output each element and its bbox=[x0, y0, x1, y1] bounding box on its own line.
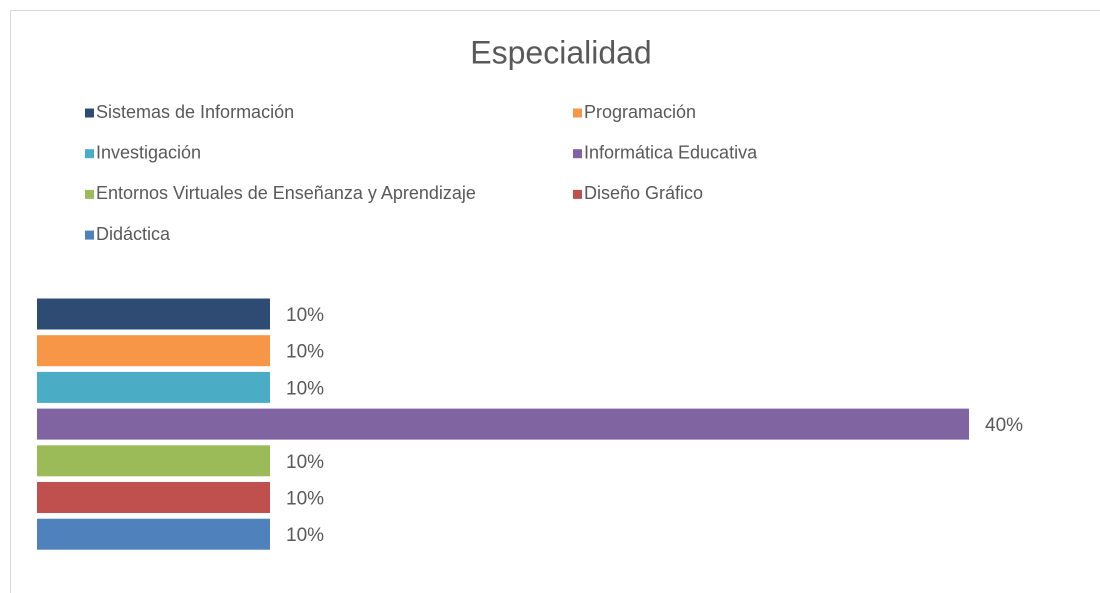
legend-swatch bbox=[573, 108, 582, 118]
legend-label: Didáctica bbox=[96, 224, 171, 244]
chart-title: Especialidad bbox=[470, 34, 651, 70]
legend-label: Sistemas de Información bbox=[96, 102, 294, 122]
legend-label: Diseño Gráfico bbox=[584, 183, 703, 203]
data-label: 10% bbox=[286, 305, 324, 326]
data-label: 10% bbox=[286, 452, 324, 473]
data-label: 10% bbox=[286, 378, 324, 399]
legend-swatch bbox=[573, 149, 582, 159]
legend-swatch bbox=[85, 149, 94, 159]
legend-label: Informática Educativa bbox=[584, 142, 758, 162]
data-label: 10% bbox=[286, 489, 324, 510]
bar bbox=[37, 408, 969, 440]
bar bbox=[37, 445, 270, 477]
data-label: 10% bbox=[286, 525, 324, 546]
legend-label: Investigación bbox=[96, 142, 201, 162]
bar bbox=[37, 482, 270, 513]
legend-swatch bbox=[85, 230, 94, 240]
bar bbox=[37, 518, 270, 550]
legend-swatch bbox=[85, 189, 94, 199]
legend-swatch bbox=[573, 189, 582, 199]
chart-frame bbox=[10, 10, 1100, 593]
bar bbox=[37, 371, 270, 403]
data-label: 40% bbox=[985, 415, 1023, 436]
legend-label: Entornos Virtuales de Enseñanza y Aprend… bbox=[96, 183, 476, 203]
bar bbox=[37, 298, 270, 330]
legend-swatch bbox=[85, 108, 94, 118]
legend-label: Programación bbox=[584, 102, 696, 122]
bar bbox=[37, 335, 270, 367]
data-label: 10% bbox=[286, 342, 324, 363]
